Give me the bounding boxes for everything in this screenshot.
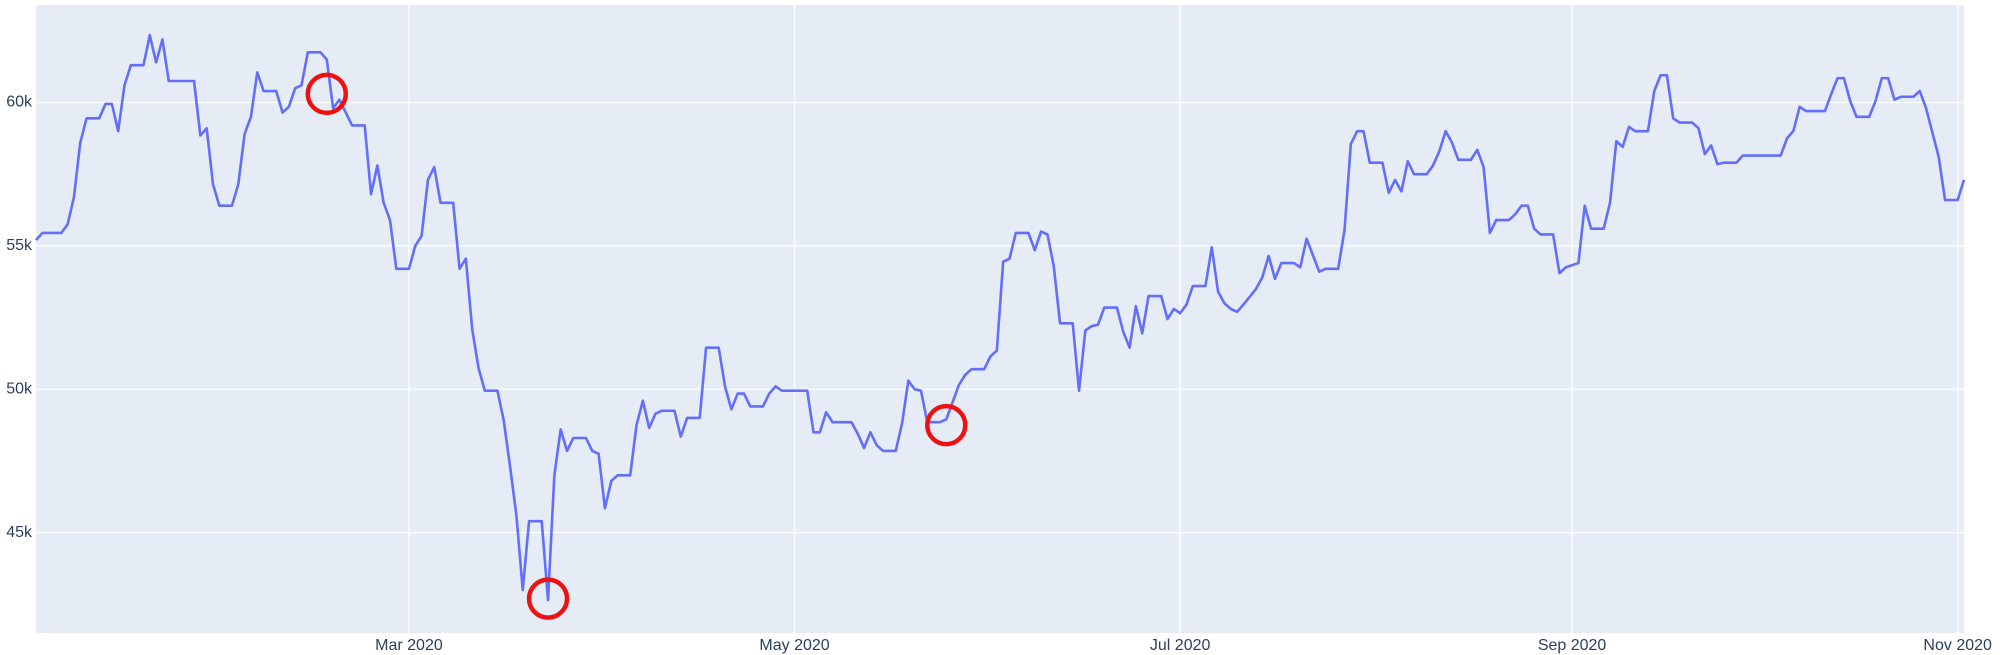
x-tick-label: Mar 2020	[375, 637, 443, 654]
x-tick-label: Sep 2020	[1538, 637, 1607, 654]
x-tick-label: Nov 2020	[1923, 637, 1992, 654]
y-tick-label: 45k	[6, 524, 33, 541]
x-tick-label: Jul 2020	[1150, 637, 1211, 654]
y-tick-label: 50k	[6, 380, 33, 397]
highlight-marker	[925, 403, 968, 447]
x-tick-label: May 2020	[759, 637, 829, 654]
y-tick-label: 60k	[6, 94, 33, 111]
line-series	[35, 33, 1966, 602]
highlight-marker	[305, 72, 349, 116]
highlight-marker	[526, 577, 570, 620]
y-tick-label: 55k	[6, 237, 33, 254]
